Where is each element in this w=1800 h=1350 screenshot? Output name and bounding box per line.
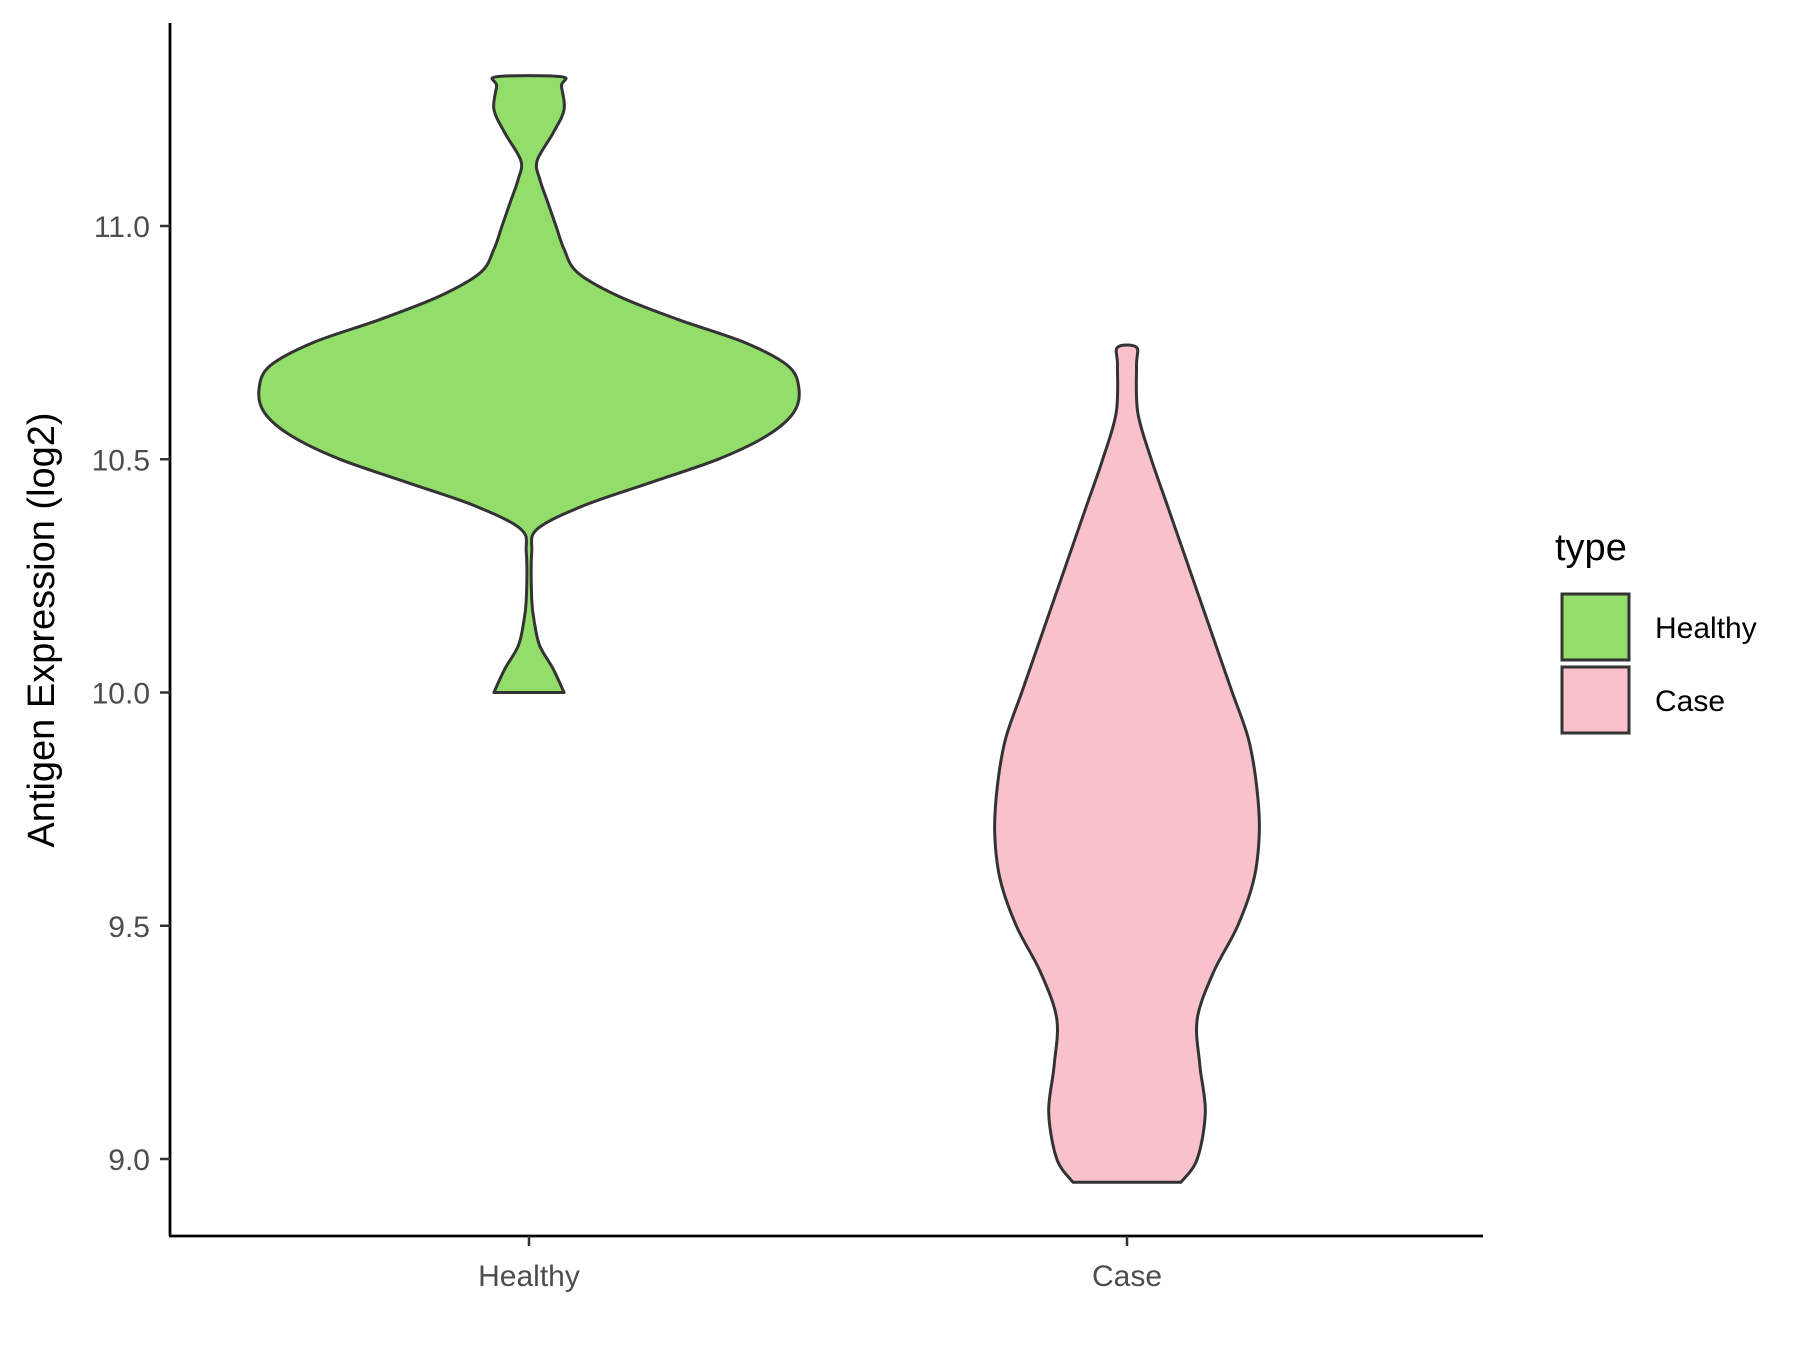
legend-title: type	[1555, 527, 1627, 569]
y-tick-label: 10.0	[92, 678, 150, 711]
axes: 9.0 9.5 10.0 10.5 11.0 Healthy Case	[92, 23, 1483, 1293]
legend-swatch-case	[1560, 665, 1631, 735]
y-tick-label: 9.0	[108, 1144, 150, 1177]
y-tick-label: 10.5	[92, 444, 150, 477]
legend-label-healthy: Healthy	[1655, 612, 1757, 645]
legend-label-case: Case	[1655, 685, 1725, 718]
x-ticks: Healthy Case	[478, 1236, 1162, 1293]
violin-layer	[257, 74, 1261, 1184]
x-tick-label: Healthy	[478, 1260, 580, 1293]
y-ticks: 9.0 9.5 10.0 10.5 11.0	[92, 211, 170, 1177]
legend: type Healthy Case	[1555, 527, 1757, 735]
y-axis-title: Antigen Expression (log2)	[21, 412, 63, 847]
violin-case	[993, 343, 1261, 1184]
y-tick-label: 11.0	[94, 211, 150, 244]
violin-healthy	[257, 74, 801, 694]
legend-swatch-healthy	[1560, 592, 1631, 662]
y-tick-label: 9.5	[108, 911, 150, 944]
x-tick-label: Case	[1092, 1260, 1162, 1293]
